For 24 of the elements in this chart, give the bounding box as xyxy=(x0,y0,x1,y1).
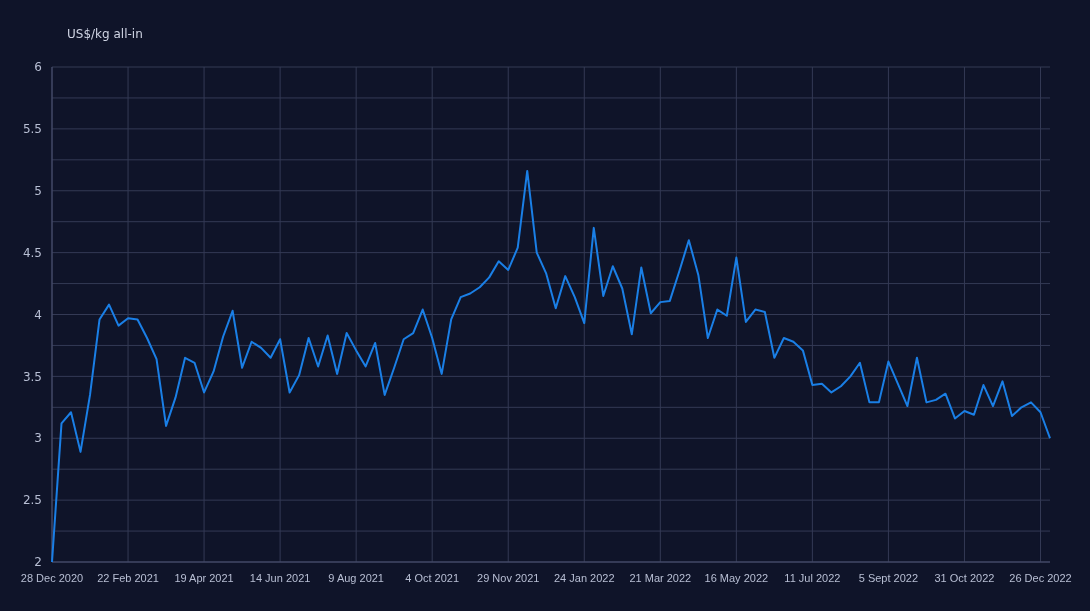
x-tick-label: 21 Mar 2022 xyxy=(629,572,692,584)
y-tick-label: 2 xyxy=(34,555,42,570)
x-tick-label: 14 Jun 2021 xyxy=(249,572,311,584)
x-tick-label: 4 Oct 2021 xyxy=(405,572,460,584)
y-tick-label: 3 xyxy=(34,431,42,446)
y-tick-label: 5 xyxy=(34,183,42,198)
x-tick-label: 31 Oct 2022 xyxy=(934,572,995,584)
x-tick-label: 22 Feb 2021 xyxy=(97,572,159,584)
y-tick-label: 2.5 xyxy=(22,493,42,508)
x-tick-label: 9 Aug 2021 xyxy=(328,572,384,584)
x-tick-label: 28 Dec 2020 xyxy=(20,572,84,584)
x-tick-label: 24 Jan 2022 xyxy=(553,572,615,584)
x-tick-label: 29 Nov 2021 xyxy=(477,572,540,584)
y-tick-label: 6 xyxy=(34,60,42,75)
x-tick-label: 11 Jul 2022 xyxy=(784,572,841,584)
y-tick-label: 5.5 xyxy=(22,122,42,137)
x-tick-label: 19 Apr 2021 xyxy=(174,572,234,584)
x-tick-label: 5 Sept 2022 xyxy=(858,572,919,584)
x-tick-label: 26 Dec 2022 xyxy=(1009,572,1072,584)
y-axis-title: US$/kg all-in xyxy=(67,27,143,41)
y-tick-label: 4.5 xyxy=(22,245,42,260)
y-tick-label: 4 xyxy=(34,307,42,322)
x-tick-label: 16 May 2022 xyxy=(704,572,769,584)
y-tick-label: 3.5 xyxy=(22,369,42,384)
